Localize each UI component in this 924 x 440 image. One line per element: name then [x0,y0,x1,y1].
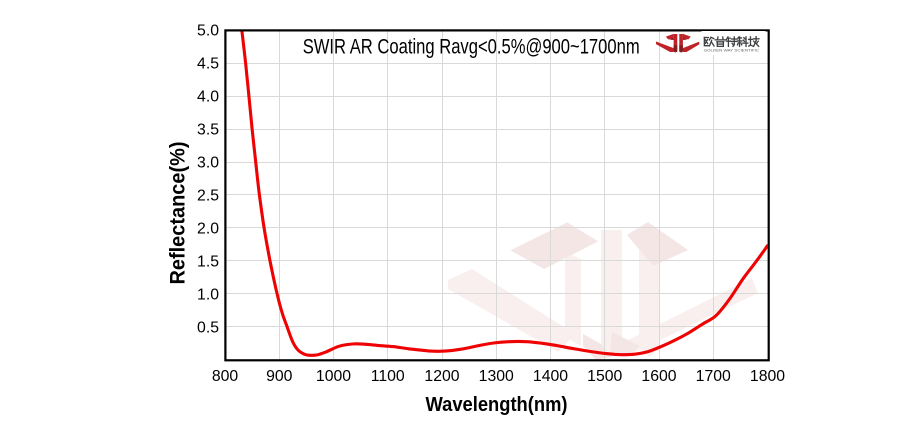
svg-text:4.0: 4.0 [197,88,219,105]
svg-text:GOLDEN WAY SCIENTIFIC: GOLDEN WAY SCIENTIFIC [704,47,760,52]
svg-text:800: 800 [212,368,239,385]
svg-text:Wavelength(nm): Wavelength(nm) [426,394,568,416]
svg-text:1800: 1800 [750,368,785,385]
svg-text:2.0: 2.0 [197,220,219,237]
svg-text:4.5: 4.5 [197,55,219,72]
svg-text:3.0: 3.0 [197,154,219,171]
svg-text:1700: 1700 [696,368,731,385]
svg-text:1100: 1100 [371,368,405,385]
svg-text:3.5: 3.5 [197,121,219,138]
svg-text:1.5: 1.5 [197,253,219,270]
svg-text:Reflectance(%): Reflectance(%) [165,142,189,285]
svg-text:SWIR AR Coating Ravg<0.5%@900~: SWIR AR Coating Ravg<0.5%@900~1700nm [303,35,640,59]
svg-text:1400: 1400 [533,368,568,385]
svg-text:0.5: 0.5 [197,319,219,336]
svg-text:1.0: 1.0 [197,286,219,303]
svg-text:1600: 1600 [641,368,676,385]
svg-text:1000: 1000 [316,368,351,385]
svg-text:1200: 1200 [424,368,459,385]
svg-text:5.0: 5.0 [197,23,219,40]
svg-text:1500: 1500 [587,368,622,385]
svg-text:2.5: 2.5 [197,187,219,204]
svg-text:900: 900 [266,368,293,385]
svg-text:1300: 1300 [479,368,514,385]
